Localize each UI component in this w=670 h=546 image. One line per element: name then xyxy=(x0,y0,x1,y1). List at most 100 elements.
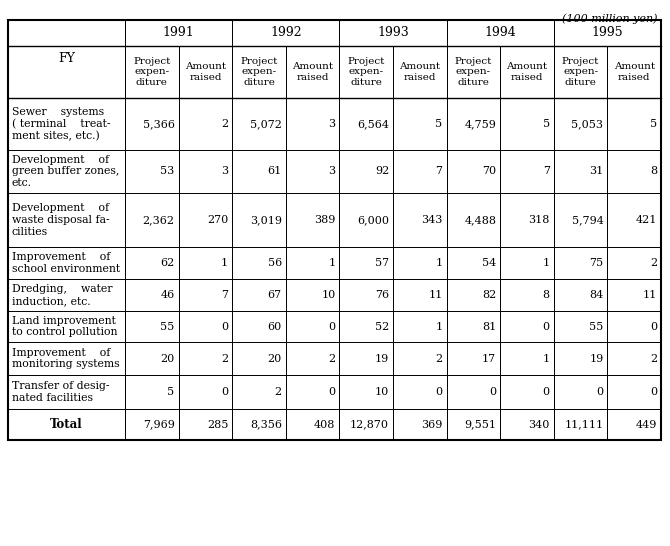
Text: 3: 3 xyxy=(328,119,336,129)
Text: Project
expen-
diture: Project expen- diture xyxy=(241,57,277,87)
Bar xyxy=(8,150,125,193)
Text: 62: 62 xyxy=(160,258,175,268)
Bar xyxy=(340,375,393,409)
Text: 340: 340 xyxy=(529,419,550,430)
Bar xyxy=(340,279,393,311)
Text: 4,759: 4,759 xyxy=(464,119,496,129)
Text: 0: 0 xyxy=(596,387,604,397)
Bar xyxy=(500,98,554,150)
Text: 5,366: 5,366 xyxy=(143,119,175,129)
Text: 55: 55 xyxy=(589,322,604,331)
Bar xyxy=(286,311,340,342)
Text: 1: 1 xyxy=(436,258,443,268)
Text: 1992: 1992 xyxy=(270,27,302,39)
Text: 11: 11 xyxy=(428,290,443,300)
Bar xyxy=(340,409,393,440)
Text: Land improvement
to control pollution: Land improvement to control pollution xyxy=(12,316,117,337)
Text: 10: 10 xyxy=(375,387,389,397)
Bar xyxy=(8,247,125,279)
Text: (100 million yen): (100 million yen) xyxy=(563,13,658,23)
Text: 5: 5 xyxy=(650,119,657,129)
Bar xyxy=(125,375,179,409)
Bar xyxy=(286,193,340,247)
Bar xyxy=(554,247,608,279)
Text: 52: 52 xyxy=(375,322,389,331)
Bar xyxy=(8,409,125,440)
Text: Amount
raised: Amount raised xyxy=(507,62,547,82)
Text: 2: 2 xyxy=(221,119,228,129)
Bar xyxy=(179,279,232,311)
Bar xyxy=(286,375,340,409)
Text: 84: 84 xyxy=(589,290,604,300)
Bar xyxy=(286,409,340,440)
Bar xyxy=(179,342,232,375)
Bar xyxy=(179,247,232,279)
Bar xyxy=(447,193,500,247)
Text: 343: 343 xyxy=(421,215,443,225)
Text: 17: 17 xyxy=(482,353,496,364)
Bar xyxy=(8,311,125,342)
Bar xyxy=(554,20,661,46)
Bar xyxy=(500,150,554,193)
Text: 46: 46 xyxy=(160,290,175,300)
Bar xyxy=(340,311,393,342)
Bar xyxy=(232,150,286,193)
Bar xyxy=(125,150,179,193)
Bar xyxy=(232,247,286,279)
Text: 421: 421 xyxy=(636,215,657,225)
Bar xyxy=(8,342,125,375)
Text: 19: 19 xyxy=(589,353,604,364)
Bar xyxy=(125,279,179,311)
Text: 7: 7 xyxy=(436,167,443,176)
Bar xyxy=(554,150,608,193)
Bar xyxy=(340,150,393,193)
Bar xyxy=(232,375,286,409)
Text: Improvement    of
monitoring systems: Improvement of monitoring systems xyxy=(12,348,120,369)
Text: 2: 2 xyxy=(328,353,336,364)
Bar xyxy=(500,46,554,98)
Bar xyxy=(8,279,125,311)
Text: 2: 2 xyxy=(221,353,228,364)
Text: 5: 5 xyxy=(436,119,443,129)
Bar xyxy=(447,98,500,150)
Text: 318: 318 xyxy=(529,215,550,225)
Bar xyxy=(447,20,554,46)
Text: 7,969: 7,969 xyxy=(143,419,175,430)
Text: 1994: 1994 xyxy=(484,27,516,39)
Bar xyxy=(340,98,393,150)
Text: Total: Total xyxy=(50,418,83,431)
Bar xyxy=(125,409,179,440)
Text: 11,111: 11,111 xyxy=(564,419,604,430)
Bar xyxy=(393,193,447,247)
Text: 2: 2 xyxy=(650,353,657,364)
Text: Improvement    of
school environment: Improvement of school environment xyxy=(12,252,120,274)
Bar xyxy=(554,193,608,247)
Text: 5,053: 5,053 xyxy=(572,119,604,129)
Bar xyxy=(608,375,661,409)
Text: Development    of
waste disposal fa-
cilities: Development of waste disposal fa- ciliti… xyxy=(12,204,110,236)
Bar xyxy=(608,150,661,193)
Bar xyxy=(232,342,286,375)
Text: 10: 10 xyxy=(321,290,336,300)
Text: 20: 20 xyxy=(160,353,175,364)
Text: 20: 20 xyxy=(267,353,282,364)
Text: 75: 75 xyxy=(590,258,604,268)
Text: 8: 8 xyxy=(650,167,657,176)
Bar xyxy=(232,46,286,98)
Bar xyxy=(232,98,286,150)
Text: Amount
raised: Amount raised xyxy=(614,62,655,82)
Text: Project
expen-
diture: Project expen- diture xyxy=(455,57,492,87)
Bar xyxy=(125,342,179,375)
Text: 270: 270 xyxy=(207,215,228,225)
Text: 5: 5 xyxy=(543,119,550,129)
Text: 4,488: 4,488 xyxy=(464,215,496,225)
Bar xyxy=(447,46,500,98)
Bar xyxy=(554,311,608,342)
Text: 1: 1 xyxy=(436,322,443,331)
Bar xyxy=(286,279,340,311)
Bar xyxy=(179,193,232,247)
Text: 3: 3 xyxy=(328,167,336,176)
Bar xyxy=(8,98,125,150)
Text: 408: 408 xyxy=(314,419,336,430)
Bar xyxy=(447,311,500,342)
